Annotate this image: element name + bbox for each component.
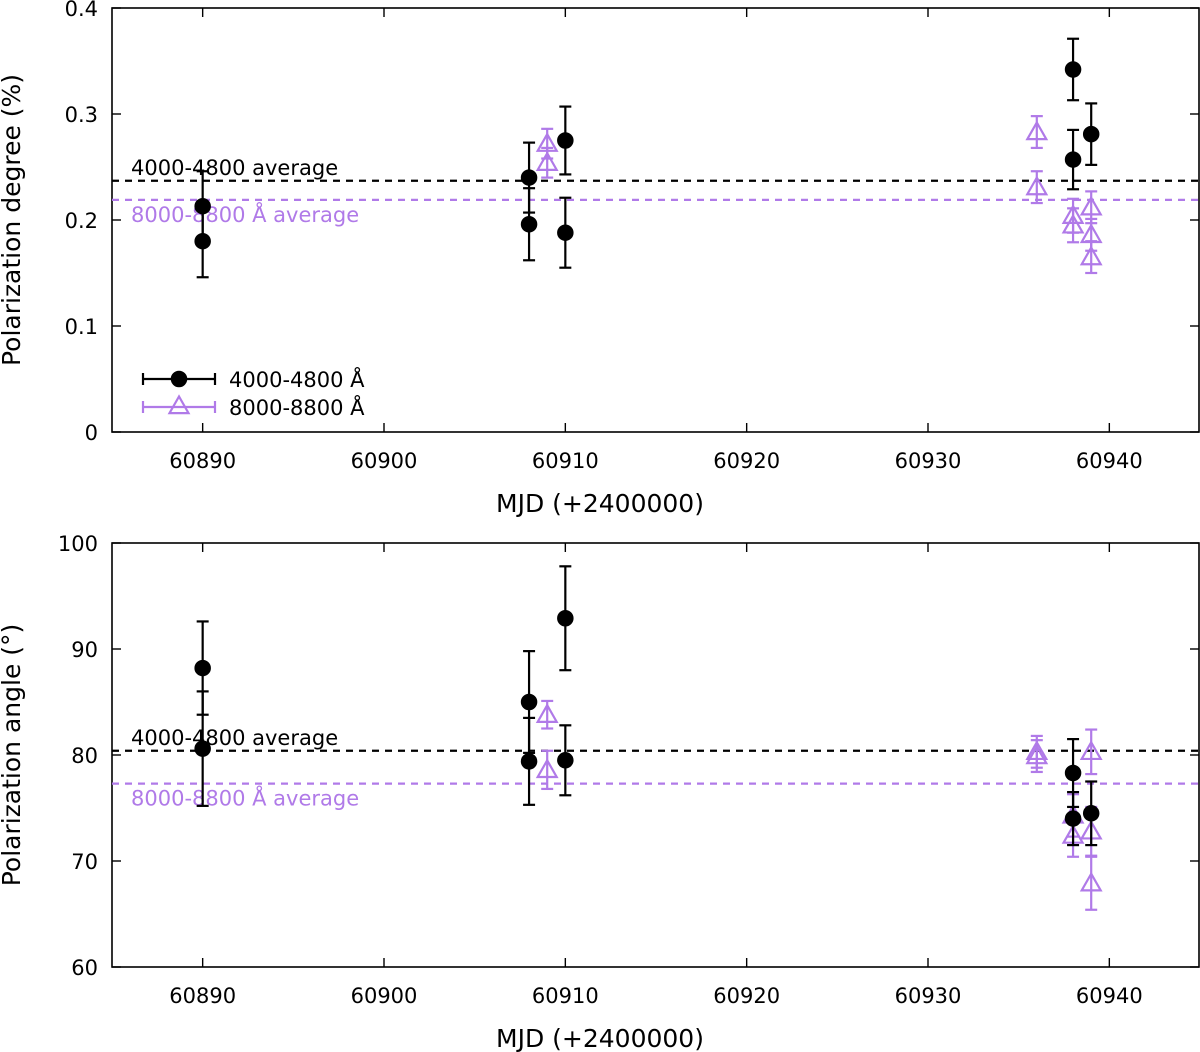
data-point-circle [194, 659, 211, 677]
data-point-circle [194, 740, 211, 757]
data-point-circle [520, 693, 538, 711]
y-axis-title: Polarization angle (°) [0, 624, 26, 887]
x-axis-title: MJD (+2400000) [496, 489, 704, 518]
data-point-triangle [1025, 744, 1049, 765]
data-point-circle [520, 169, 538, 186]
data-point-circle [1064, 810, 1082, 827]
y-tick-label: 0.1 [65, 315, 98, 339]
data-point-circle [1064, 764, 1082, 782]
data-point-circle [520, 753, 538, 770]
data-point-triangle [1079, 871, 1103, 892]
data-point-circle [1082, 805, 1100, 822]
x-tick-label: 60910 [532, 984, 599, 1008]
data-point-circle [194, 232, 211, 250]
legend-marker-circle [170, 370, 188, 388]
y-tick-label: 0 [85, 421, 98, 445]
x-tick-label: 60910 [532, 449, 599, 473]
y-tick-label: 70 [71, 850, 98, 874]
average-label-red: 8000-8800 Å average [131, 785, 359, 811]
data-point-triangle [535, 703, 559, 723]
x-tick-label: 60900 [351, 449, 418, 473]
panel-polarization-degree: 60890 60900 60910 60920 60930 60940 0 0.1 0.2 0.3… [0, 0, 1200, 518]
y-axis-title: Polarization degree (%) [0, 74, 26, 366]
data-point-circle [557, 610, 574, 627]
data-point-circle [1082, 125, 1100, 143]
data-point-circle [1064, 61, 1082, 78]
panel-polarization-angle: 60890 60900 60910 60920 60930 60940 60 70 80 90 10… [0, 532, 1200, 1052]
average-label-red: 8000-8800 Å average [131, 201, 359, 227]
x-axis-title: MJD (+2400000) [496, 1024, 704, 1052]
data-point-triangle [1061, 213, 1085, 234]
data-point-triangle [1025, 175, 1049, 196]
legend-label-blue: 4000-4800 Å [229, 366, 365, 392]
average-label-blue: 4000-4800 average [131, 726, 338, 750]
legend-label-red: 8000-8800 Å [229, 394, 365, 420]
data-point-circle [557, 224, 574, 241]
data-point-triangle [535, 758, 559, 779]
y-tick-label: 0.2 [65, 209, 98, 233]
data-point-triangle [1079, 740, 1103, 761]
y-tick-label: 90 [71, 638, 98, 662]
x-tick-label: 60920 [713, 449, 780, 473]
y-tick-label: 100 [58, 532, 98, 556]
data-point-triangle [535, 151, 559, 171]
y-tick-label: 60 [71, 956, 98, 980]
data-point-triangle [1079, 195, 1103, 216]
x-tick-label: 60940 [1076, 984, 1143, 1008]
data-point-circle [557, 752, 574, 769]
average-label-blue: 4000-4800 average [131, 156, 338, 180]
y-tick-label: 0.4 [65, 0, 98, 21]
y-tick-label: 80 [71, 744, 98, 768]
x-tick-label: 60900 [351, 984, 418, 1008]
y-tick-label: 0.3 [65, 103, 98, 127]
data-point-triangle [1025, 120, 1049, 141]
data-point-circle [557, 132, 574, 149]
x-tick-label: 60890 [169, 984, 236, 1008]
data-point-triangle [1079, 245, 1103, 266]
legend-marker-triangle [167, 394, 191, 415]
x-tick-label: 60890 [169, 449, 236, 473]
x-tick-label: 60940 [1076, 449, 1143, 473]
data-point-circle [1064, 151, 1082, 168]
x-tick-label: 60920 [713, 984, 780, 1008]
x-tick-label: 60930 [895, 984, 962, 1008]
x-tick-label: 60930 [895, 449, 962, 473]
data-point-circle [520, 215, 538, 233]
